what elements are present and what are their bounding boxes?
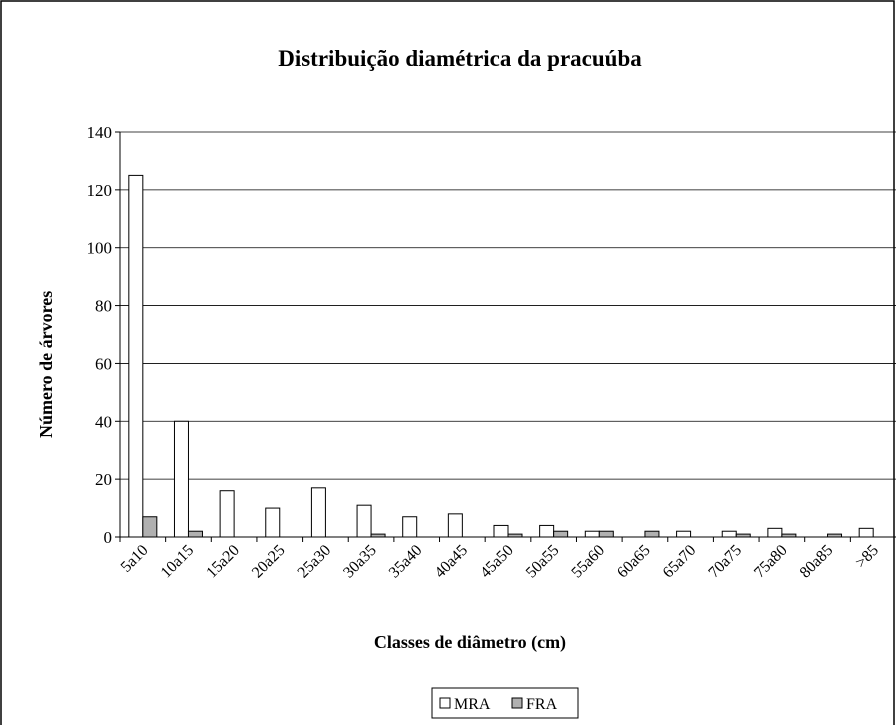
bar (644, 530, 660, 538)
y-axis-title: Número de árvores (36, 291, 56, 438)
bar (310, 487, 326, 538)
y-tick-label: 40 (95, 412, 112, 431)
chart-title: Distribuição diamétrica da pracuúba (278, 46, 642, 71)
bar (142, 516, 158, 538)
y-title-clip: Número de árvores (36, 291, 56, 438)
y-tick-label: 60 (95, 354, 112, 373)
bar (447, 513, 463, 538)
bar (539, 524, 555, 538)
bar (721, 530, 737, 538)
legend-swatch (511, 697, 523, 709)
legend-label: MRA (454, 696, 491, 713)
y-tick-label: 120 (87, 181, 113, 200)
bar (265, 507, 281, 538)
x-axis-title: Classes de diâmetro (cm) (374, 632, 566, 653)
bar (187, 530, 203, 538)
bar (858, 527, 874, 538)
bar (676, 530, 692, 538)
bar (598, 530, 614, 538)
y-tick-label: 140 (87, 123, 113, 142)
bar (356, 504, 372, 538)
y-tick-label: 100 (87, 239, 113, 258)
bar (493, 524, 509, 538)
legend-box (431, 687, 579, 719)
y-tick-label: 0 (104, 528, 113, 547)
y-tick-label: 20 (95, 470, 112, 489)
legend-label: FRA (526, 696, 558, 713)
bar (219, 490, 235, 538)
bar (767, 527, 783, 538)
y-tick-label: 80 (95, 297, 112, 316)
bar (128, 174, 144, 538)
bar (173, 420, 189, 538)
bar (553, 530, 569, 538)
bar (402, 516, 418, 538)
bar (584, 530, 600, 538)
legend-swatch (439, 697, 451, 709)
